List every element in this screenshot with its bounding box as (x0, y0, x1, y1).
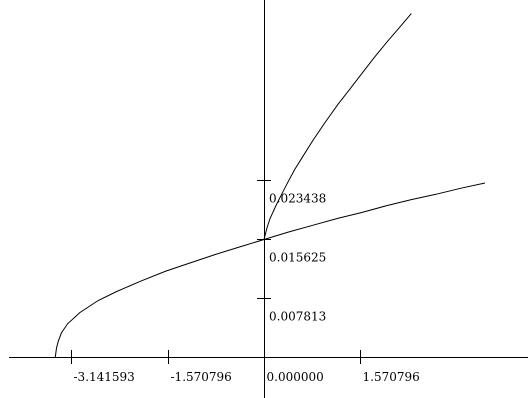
series-line-2 (263, 13, 412, 240)
chart-ticks (71, 180, 361, 364)
x-tick-label: -3.141593 (74, 370, 135, 384)
chart-axes (9, 0, 528, 398)
y-tick-label: 0.007813 (269, 310, 326, 324)
x-tick-label: 1.570796 (363, 370, 420, 384)
chart-tick-labels: -3.141593 -1.570796 0.000000 1.570796 0.0078… (74, 192, 420, 385)
series-line-1 (54, 182, 486, 358)
x-tick-label: -1.570796 (171, 370, 232, 384)
x-tick-label: 0.000000 (267, 370, 324, 384)
y-tick-label: 0.023438 (269, 192, 326, 206)
y-tick-label: 0.015625 (269, 251, 326, 265)
chart-curves (54, 13, 486, 358)
